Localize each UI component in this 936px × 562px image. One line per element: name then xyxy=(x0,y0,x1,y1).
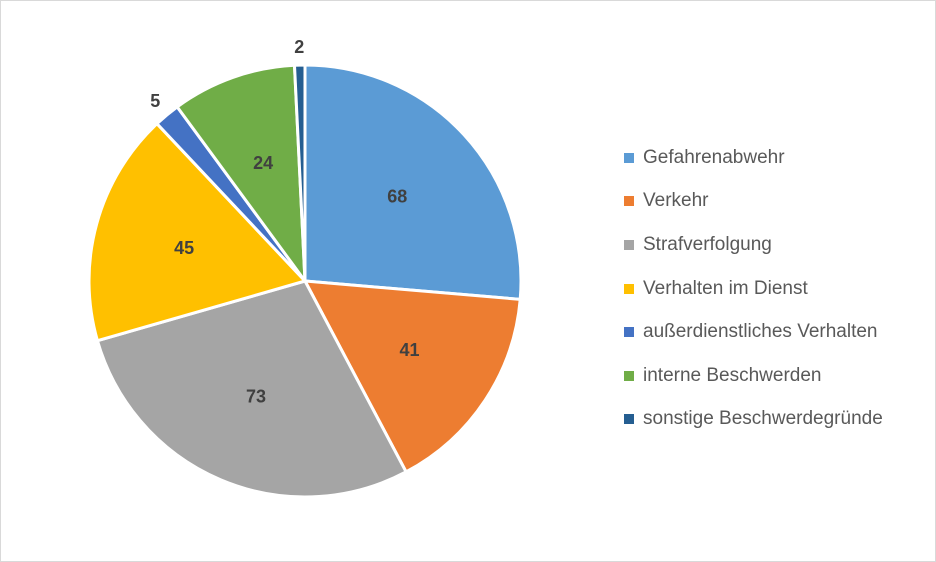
legend-swatch xyxy=(624,152,634,163)
legend-swatch xyxy=(624,414,634,425)
legend-label: Verhalten im Dienst xyxy=(643,277,808,299)
legend-swatch xyxy=(624,283,634,294)
legend-swatch xyxy=(624,239,634,250)
chart-legend: Gefahrenabwehr Verkehr Strafverfolgung Verh… xyxy=(624,136,883,441)
legend-label: Verkehr xyxy=(643,190,709,212)
legend-label: interne Beschwerden xyxy=(643,364,822,386)
data-label-6: 2 xyxy=(294,37,304,57)
data-label-2: 73 xyxy=(246,386,266,406)
pie-slice-5 xyxy=(175,63,307,283)
data-label-4: 5 xyxy=(150,91,160,111)
data-label-5: 24 xyxy=(253,153,273,173)
pie-slice-1 xyxy=(303,279,522,474)
data-label-0: 68 xyxy=(387,186,407,206)
legend-label: Gefahrenabwehr xyxy=(643,146,785,168)
legend-item-4: außerdienstliches Verhalten xyxy=(624,310,883,354)
data-label-1: 41 xyxy=(399,340,419,360)
data-label-3: 45 xyxy=(174,238,194,258)
pie-slice-2 xyxy=(95,279,408,499)
legend-label: Strafverfolgung xyxy=(643,233,772,255)
pie-slice-6 xyxy=(292,63,307,283)
legend-label: außerdienstliches Verhalten xyxy=(643,321,878,343)
legend-item-5: interne Beschwerden xyxy=(624,354,883,398)
pie-slice-3 xyxy=(87,122,307,343)
legend-item-3: Verhalten im Dienst xyxy=(624,267,883,311)
pie-slice-0 xyxy=(303,63,523,301)
legend-swatch xyxy=(624,196,634,207)
legend-item-2: Strafverfolgung xyxy=(624,223,883,267)
legend-item-0: Gefahrenabwehr xyxy=(624,136,883,180)
legend-item-6: sonstige Beschwerdegründe xyxy=(624,398,883,442)
legend-item-1: Verkehr xyxy=(624,180,883,224)
legend-swatch xyxy=(624,327,634,338)
legend-swatch xyxy=(624,370,634,381)
legend-label: sonstige Beschwerdegründe xyxy=(643,408,883,430)
